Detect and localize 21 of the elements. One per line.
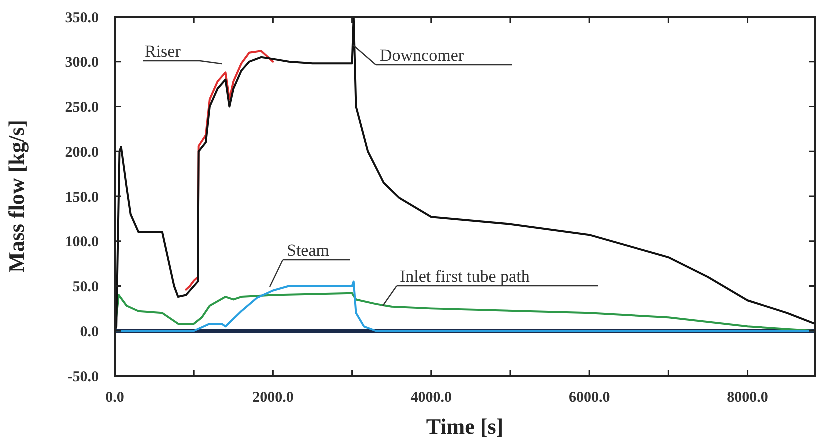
text: Riser — [145, 42, 182, 61]
y-tick-label: 100.0 — [65, 234, 99, 251]
y-axis-title: Mass flow [kg/s] — [4, 120, 29, 273]
y-tick-label: -50.0 — [68, 369, 99, 386]
x-tick-label: 6000.0 — [568, 390, 610, 406]
y-tick-label: 200.0 — [65, 144, 99, 161]
series-label: Steam — [287, 241, 330, 260]
x-tick-label: 2000.0 — [252, 390, 294, 406]
x-tick-label: 0.0 — [106, 390, 124, 406]
x-tick-label: 4000.0 — [410, 390, 452, 406]
x-tick-label: 8000.0 — [727, 390, 768, 406]
y-tick-label: 300.0 — [65, 55, 99, 72]
series-label: Inlet first tube path — [400, 267, 530, 286]
y-tick-label: 50.0 — [72, 280, 99, 296]
y-tick-label: 250.0 — [65, 100, 99, 116]
y-tick-label: 0.0 — [80, 324, 99, 340]
y-tick-label: 350.0 — [65, 10, 99, 26]
line-series — [115, 16, 815, 332]
series-label: Downcomer — [380, 46, 464, 65]
x-axis-title: Time [s] — [426, 414, 504, 439]
y-tick-label: 150.0 — [65, 190, 99, 206]
